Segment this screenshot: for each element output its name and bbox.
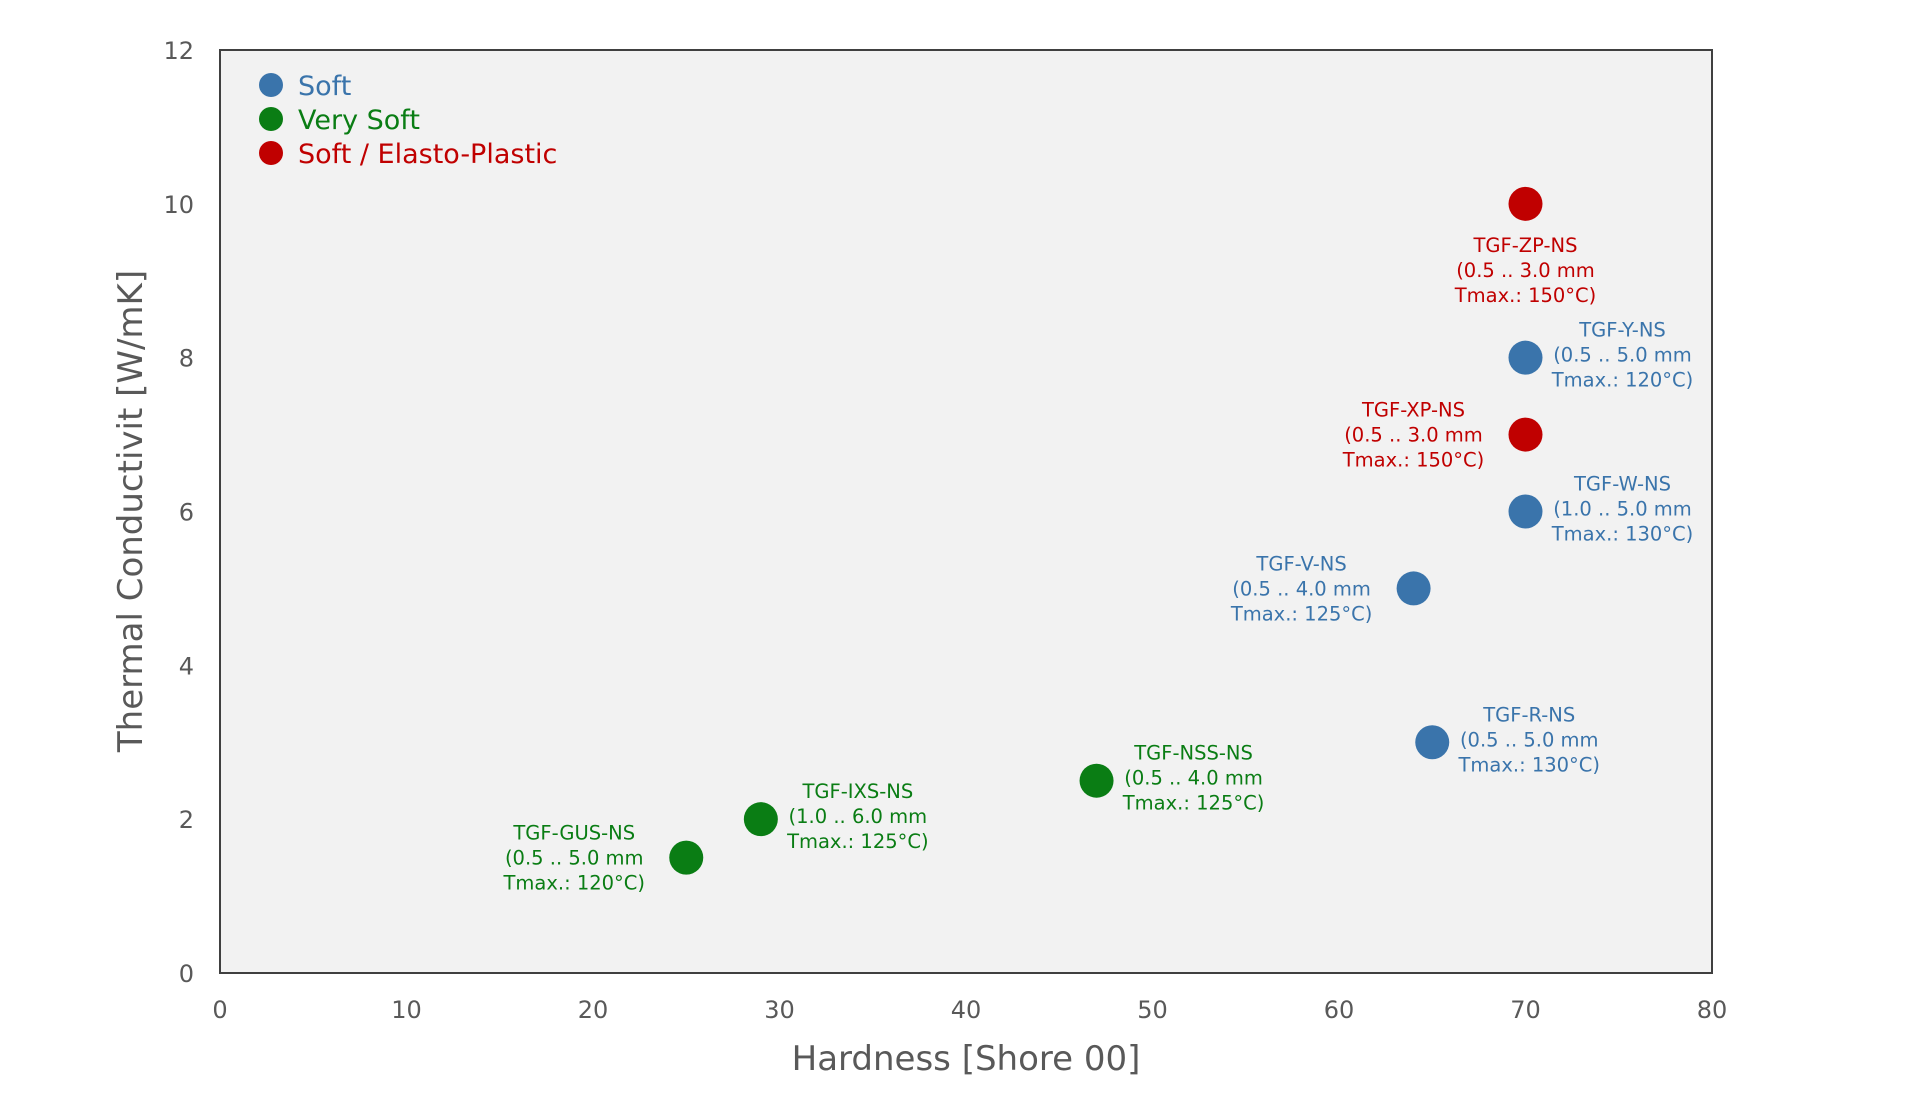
point-label-line: (0.5 .. 3.0 mm <box>1344 424 1483 447</box>
point-label-line: TGF-W-NS <box>1573 473 1671 496</box>
point-label-line: TGF-XP-NS <box>1361 399 1465 422</box>
data-point <box>1415 725 1450 760</box>
point-label: TGF-Y-NS (0.5 .. 5.0 mm Tmax.: 120°C) <box>1551 319 1694 392</box>
point-label-line: Tmax.: 150°C) <box>1454 284 1597 307</box>
point-label: TGF-V-NS (0.5 .. 4.0 mm Tmax.: 125°C) <box>1230 552 1373 625</box>
y-axis-label: Thermal Conductivit [W/mK] <box>111 270 151 753</box>
point-label-line: TGF-ZP-NS <box>1473 234 1578 257</box>
point-label-line: (1.0 .. 5.0 mm <box>1553 498 1692 521</box>
y-tick-label: 8 <box>179 345 194 373</box>
data-point <box>1508 340 1543 375</box>
point-label-line: TGF-IXS-NS <box>801 780 913 803</box>
legend-marker <box>259 107 283 131</box>
point-label: TGF-GUS-NS (0.5 .. 5.0 mm Tmax.: 120°C) <box>502 822 645 895</box>
point-labels: TGF-Y-NS (0.5 .. 5.0 mm Tmax.: 120°C)TGF-W… <box>502 234 1693 895</box>
y-tick-label: 2 <box>179 806 194 834</box>
point-label-line: TGF-V-NS <box>1255 552 1346 575</box>
point-label-line: (0.5 .. 4.0 mm <box>1124 767 1263 790</box>
point-label-line: TGF-NSS-NS <box>1133 742 1253 765</box>
x-axis-label: Hardness [Shore 00] <box>792 1039 1141 1079</box>
x-tick-label: 30 <box>764 996 795 1024</box>
data-point <box>1508 494 1543 529</box>
point-label-line: Tmax.: 120°C) <box>1551 369 1694 392</box>
point-label-line: TGF-GUS-NS <box>512 822 635 845</box>
y-tick-label: 10 <box>163 191 194 219</box>
data-point <box>743 802 778 837</box>
x-tick-label: 80 <box>1697 996 1728 1024</box>
legend-entry: Very Soft <box>298 105 420 136</box>
point-label-line: Tmax.: 130°C) <box>1551 523 1694 546</box>
point-label-line: (0.5 .. 4.0 mm <box>1232 577 1371 600</box>
data-point <box>1079 763 1114 798</box>
y-axis-ticks: 0 2 4 6 8 10 12 <box>163 37 194 988</box>
y-tick-label: 6 <box>179 499 194 527</box>
x-axis-ticks: 0 10 20 30 40 50 60 70 80 <box>212 996 1727 1024</box>
legend-marker <box>259 141 283 165</box>
point-label-line: Tmax.: 120°C) <box>502 872 645 895</box>
point-label-line: (0.5 .. 5.0 mm <box>1553 344 1692 367</box>
point-label-line: TGF-Y-NS <box>1578 319 1666 342</box>
x-tick-label: 10 <box>391 996 422 1024</box>
point-label-line: (0.5 .. 5.0 mm <box>1460 728 1599 751</box>
data-point <box>1396 571 1431 606</box>
data-point <box>1508 186 1543 221</box>
point-label: TGF-W-NS (1.0 .. 5.0 mm Tmax.: 130°C) <box>1551 473 1694 546</box>
point-label-line: Tmax.: 125°C) <box>1230 602 1373 625</box>
x-tick-label: 20 <box>578 996 609 1024</box>
x-tick-label: 40 <box>951 996 982 1024</box>
x-tick-label: 50 <box>1137 996 1168 1024</box>
point-label-line: (1.0 .. 6.0 mm <box>789 805 928 828</box>
x-tick-label: 60 <box>1324 996 1355 1024</box>
legend-marker <box>259 73 283 97</box>
data-point <box>669 840 704 875</box>
point-label: TGF-R-NS (0.5 .. 5.0 mm Tmax.: 130°C) <box>1457 703 1600 776</box>
y-tick-label: 4 <box>179 652 194 680</box>
data-point <box>1508 417 1543 452</box>
x-tick-label: 70 <box>1510 996 1541 1024</box>
point-label-line: Tmax.: 125°C) <box>1122 792 1265 815</box>
y-tick-label: 0 <box>179 960 194 988</box>
point-label: TGF-ZP-NS (0.5 .. 3.0 mm Tmax.: 150°C) <box>1454 234 1597 307</box>
point-label-line: TGF-R-NS <box>1482 703 1575 726</box>
point-label-line: Tmax.: 150°C) <box>1342 449 1485 472</box>
point-label-line: Tmax.: 125°C) <box>786 830 929 853</box>
legend-entry: Soft <box>298 71 351 102</box>
legend-entry: Soft / Elasto-Plastic <box>298 139 557 170</box>
point-label-line: (0.5 .. 3.0 mm <box>1456 259 1595 282</box>
point-label: TGF-IXS-NS (1.0 .. 6.0 mm Tmax.: 125°C) <box>786 780 929 853</box>
point-label: TGF-XP-NS (0.5 .. 3.0 mm Tmax.: 150°C) <box>1342 399 1485 472</box>
point-label-line: (0.5 .. 5.0 mm <box>505 847 644 870</box>
point-label-line: Tmax.: 130°C) <box>1457 753 1600 776</box>
data-points <box>669 186 1543 875</box>
y-tick-label: 12 <box>163 37 194 65</box>
plot-area <box>219 49 1713 974</box>
point-label: TGF-NSS-NS (0.5 .. 4.0 mm Tmax.: 125°C) <box>1122 742 1265 815</box>
x-tick-label: 0 <box>212 996 227 1024</box>
